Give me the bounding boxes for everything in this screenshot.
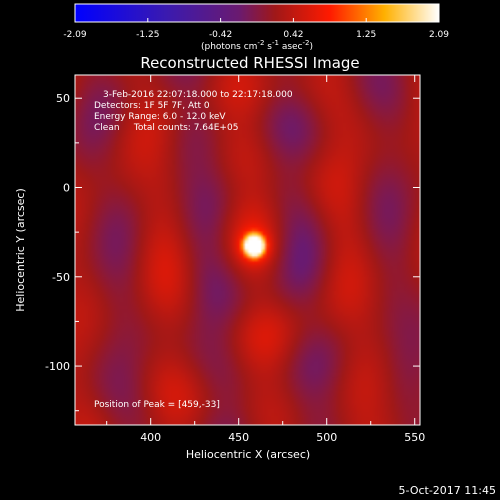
colorbar-ticks: -2.09 -1.25 -0.42 0.42 1.25 2.09 bbox=[63, 18, 449, 40]
x-axis-label: Heliocentric X (arcsec) bbox=[186, 448, 310, 461]
x-tick-label: 500 bbox=[316, 431, 337, 444]
annotation-time-range: 3-Feb-2016 22:07:18.000 to 22:17:18.000 bbox=[103, 90, 293, 100]
chart-title: Reconstructed RHESSI Image bbox=[140, 54, 359, 72]
colorbar-tick-label: -1.25 bbox=[136, 30, 159, 40]
x-tick-label: 400 bbox=[140, 431, 161, 444]
colorbar-gradient bbox=[74, 3, 440, 23]
plot-frame bbox=[74, 74, 421, 426]
annotation-peak-position: Position of Peak = [459,-33] bbox=[94, 400, 220, 410]
annotation-clean-counts: Clean Total counts: 7.64E+05 bbox=[94, 123, 238, 133]
y-tick-label: 50 bbox=[56, 92, 70, 105]
colorbar-tick-label: -2.09 bbox=[63, 30, 87, 40]
colorbar-tick-label: 2.09 bbox=[429, 30, 449, 40]
heatmap-raster bbox=[75, 75, 420, 425]
x-tick-label: 550 bbox=[404, 431, 425, 444]
y-tick-label: -50 bbox=[52, 271, 70, 284]
colorbar-tick-label: 0.42 bbox=[283, 30, 303, 40]
y-tick-label: -100 bbox=[45, 360, 70, 373]
colorbar: -2.09 -1.25 -0.42 0.42 1.25 2.09 (photons cm-… bbox=[63, 3, 449, 52]
y-tick-label: 0 bbox=[63, 182, 70, 195]
heatmap-image bbox=[75, 75, 420, 425]
y-axis-label: Heliocentric Y (arcsec) bbox=[14, 188, 27, 312]
x-tick-label: 450 bbox=[228, 431, 249, 444]
colorbar-tick-label: -0.42 bbox=[209, 30, 232, 40]
colorbar-tick-label: 1.25 bbox=[356, 30, 376, 40]
colorbar-unit: (photons cm-2 s-1 asec-2) bbox=[201, 39, 313, 52]
annotation-energy-range: Energy Range: 6.0 - 12.0 keV bbox=[94, 112, 226, 122]
timestamp: 5-Oct-2017 11:45 bbox=[399, 484, 496, 497]
annotation-detectors: Detectors: 1F 5F 7F, Att 0 bbox=[94, 101, 210, 111]
